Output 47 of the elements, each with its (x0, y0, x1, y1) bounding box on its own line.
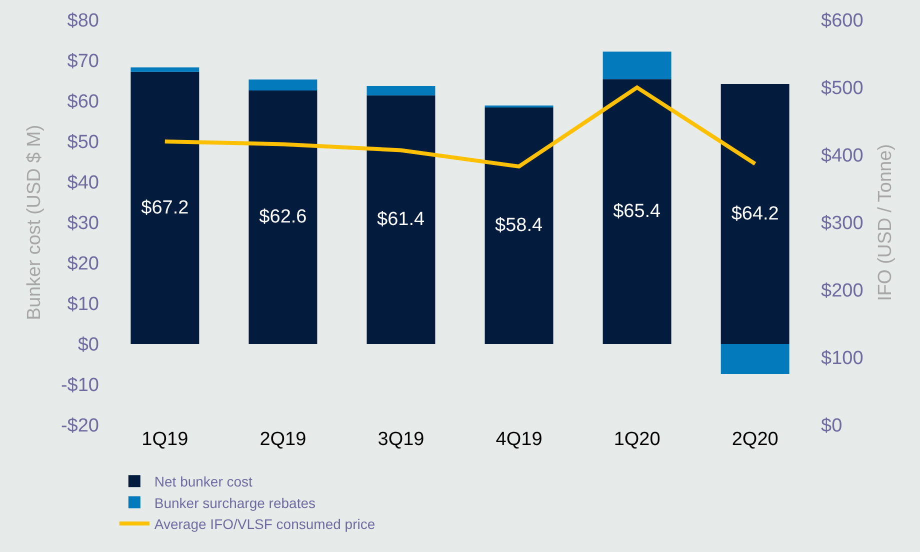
bar (130, 72, 200, 344)
y-tick-label: -$10 (60, 375, 99, 396)
y-tick-label: $20 (67, 254, 99, 275)
y2-tick-label: $200 (821, 280, 864, 302)
x-tick-label: 2Q20 (732, 429, 778, 450)
bar (366, 95, 436, 344)
y-tick-label: $30 (67, 213, 99, 234)
y-tick-label: $50 (67, 132, 99, 154)
data-label: $58.4 (495, 215, 544, 236)
data-label: $62.6 (259, 206, 307, 228)
legend-label: Bunker surcharge rebates (154, 494, 316, 511)
y2-tick-label: $400 (821, 146, 864, 167)
bar (602, 79, 672, 344)
y2-tick-label: $600 (821, 10, 864, 32)
y-axis-title: Bunker cost (USD $ M) (24, 124, 45, 320)
y2-tick-label: $500 (821, 78, 864, 100)
y-tick-label: $60 (67, 92, 99, 113)
data-label: $64.2 (731, 203, 779, 224)
x-tick-label: 4Q19 (496, 429, 542, 450)
line-series (162, 86, 758, 168)
bar (366, 86, 436, 96)
bar (720, 84, 790, 344)
y-tick-label: $80 (67, 10, 99, 32)
data-label: $65.4 (613, 201, 662, 222)
y-tick-label: $70 (67, 51, 99, 72)
y2-tick-label: $100 (821, 348, 864, 370)
y2-tick-label: $300 (821, 213, 864, 234)
legend-label: Average IFO/VLSF consumed price (154, 516, 376, 532)
bar (248, 80, 318, 90)
bar (602, 52, 672, 80)
data-label: $67.2 (141, 197, 189, 218)
bar (248, 90, 318, 344)
y-tick-label: -$20 (60, 416, 99, 437)
bar (720, 344, 790, 374)
bar (484, 107, 554, 344)
x-tick-label: 3Q19 (378, 429, 424, 450)
x-tick-label: 1Q20 (614, 429, 660, 450)
x-tick-label: 2Q19 (260, 429, 306, 450)
y2-axis-title: IFO (USD / Tonne) (875, 144, 896, 301)
data-label: $61.4 (376, 209, 425, 230)
y-tick-label: $10 (67, 294, 99, 316)
legend-label: Net bunker cost (154, 474, 253, 490)
x-tick-label: 1Q19 (142, 429, 188, 450)
y2-tick-label: $0 (821, 416, 842, 437)
y-tick-label: $0 (78, 334, 99, 356)
y-tick-label: $40 (67, 172, 99, 194)
bar (130, 67, 200, 72)
